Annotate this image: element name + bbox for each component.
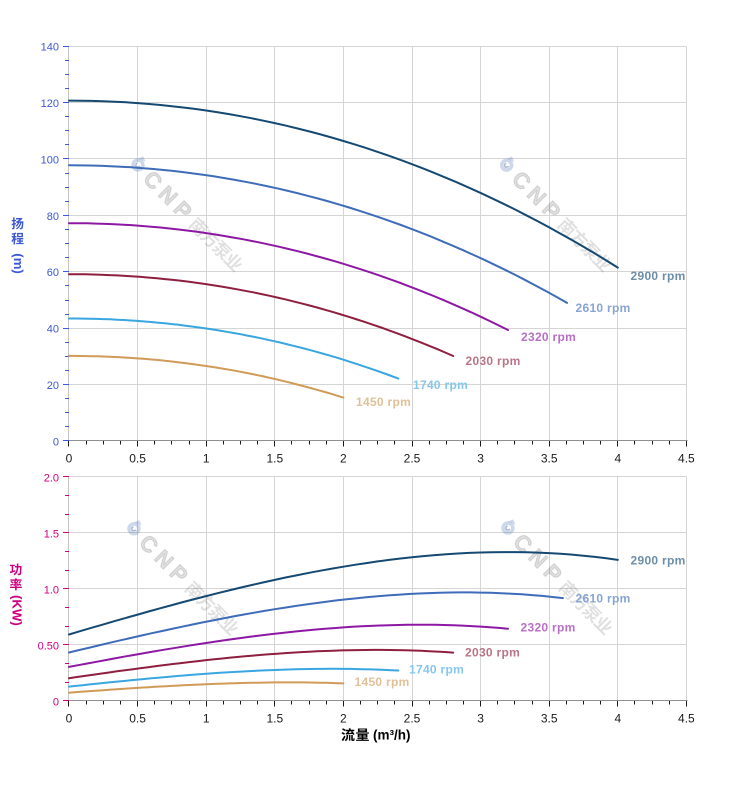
svg-text:2030 rpm: 2030 rpm: [466, 354, 521, 368]
svg-text:1: 1: [203, 451, 210, 465]
svg-text:1.0: 1.0: [44, 584, 59, 596]
svg-text:3.5: 3.5: [541, 451, 558, 465]
svg-text:60: 60: [47, 267, 59, 279]
svg-text:4: 4: [614, 451, 621, 465]
svg-text:2900 rpm: 2900 rpm: [631, 269, 686, 283]
svg-text:4: 4: [614, 711, 621, 725]
svg-text:1: 1: [203, 711, 210, 725]
svg-text:(KW): (KW): [10, 595, 25, 626]
svg-text:3: 3: [477, 451, 484, 465]
svg-text:2320 rpm: 2320 rpm: [521, 330, 576, 344]
svg-text:2900 rpm: 2900 rpm: [631, 553, 686, 567]
svg-text:140: 140: [41, 42, 59, 54]
svg-text:1.5: 1.5: [266, 451, 283, 465]
svg-text:2: 2: [340, 711, 347, 725]
svg-text:3: 3: [477, 711, 484, 725]
svg-text:(m³/h): (m³/h): [373, 728, 411, 743]
svg-text:1.5: 1.5: [44, 528, 59, 540]
svg-text:4.5: 4.5: [678, 451, 695, 465]
svg-text:2.5: 2.5: [404, 711, 421, 725]
svg-text:0: 0: [66, 711, 73, 725]
svg-text:2: 2: [340, 451, 347, 465]
svg-text:1450 rpm: 1450 rpm: [356, 395, 411, 409]
svg-text:0.5: 0.5: [129, 451, 146, 465]
svg-text:0.50: 0.50: [38, 640, 59, 652]
svg-text:4.5: 4.5: [678, 711, 695, 725]
svg-text:0: 0: [66, 451, 73, 465]
svg-text:1.5: 1.5: [266, 711, 283, 725]
svg-text:2.5: 2.5: [404, 451, 421, 465]
svg-text:2030 rpm: 2030 rpm: [465, 646, 520, 660]
svg-text:2610 rpm: 2610 rpm: [576, 591, 631, 605]
svg-text:100: 100: [41, 154, 59, 166]
svg-text:1740 rpm: 1740 rpm: [409, 662, 464, 676]
svg-text:2320 rpm: 2320 rpm: [521, 620, 576, 634]
svg-text:0.5: 0.5: [129, 711, 146, 725]
svg-text:2.0: 2.0: [44, 472, 59, 484]
svg-text:3.5: 3.5: [541, 711, 558, 725]
svg-text:1740 rpm: 1740 rpm: [413, 378, 468, 392]
svg-text:2610 rpm: 2610 rpm: [576, 301, 631, 315]
svg-text:20: 20: [47, 380, 59, 392]
svg-text:0: 0: [53, 696, 59, 708]
svg-text:120: 120: [41, 98, 59, 110]
svg-text:40: 40: [47, 324, 59, 336]
svg-text:1450 rpm: 1450 rpm: [355, 675, 410, 689]
svg-text:0: 0: [53, 436, 59, 448]
svg-text:80: 80: [47, 211, 59, 223]
svg-text:(m): (m): [11, 253, 26, 274]
